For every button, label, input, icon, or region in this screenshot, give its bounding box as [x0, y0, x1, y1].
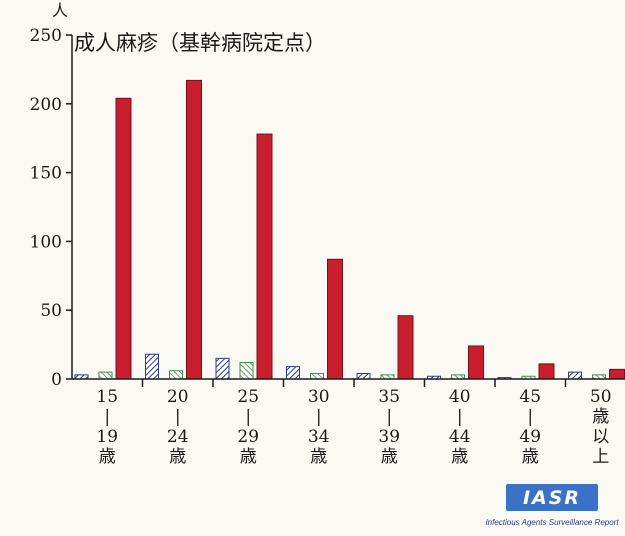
- x-category-label: 以: [592, 427, 609, 447]
- x-category-label: 歳: [169, 447, 186, 467]
- bar-solid-red: [609, 368, 625, 380]
- x-category-label: 20: [167, 387, 189, 407]
- bar-hatched-green: [98, 371, 113, 380]
- bar-solid-red: [397, 315, 414, 380]
- bar-solid-red: [115, 97, 132, 380]
- x-category-label: 25: [237, 387, 259, 407]
- bar-hatched-green: [169, 370, 183, 380]
- x-category-dash: |: [175, 407, 181, 427]
- x-axis: 15|19歳20|24歳25|29歳30|34歳35|39歳40|44歳45|4…: [72, 378, 625, 467]
- x-category-label: 45: [519, 387, 541, 407]
- x-category-label: 30: [308, 387, 330, 407]
- y-tick-label: 200: [30, 95, 62, 115]
- x-category-label: 歳: [99, 447, 116, 467]
- iasr-logo-text: IASR: [523, 487, 581, 509]
- x-category-label: 歳: [240, 447, 257, 467]
- y-tick-label: 0: [51, 370, 62, 390]
- x-category-label: 歳: [522, 447, 539, 467]
- x-category-dash: |: [527, 407, 533, 427]
- x-category-label: 15: [96, 387, 118, 407]
- bar-hatched-green: [310, 372, 324, 380]
- x-category-label: 40: [449, 387, 471, 407]
- y-tick-label: 100: [30, 232, 62, 252]
- bar-hatched-blue: [286, 366, 300, 380]
- bar-hatched-blue: [568, 371, 582, 380]
- bar-solid-red: [327, 258, 343, 380]
- x-category-label: 49: [519, 427, 541, 447]
- y-tick-label: 150: [30, 164, 62, 184]
- bar-solid-red: [186, 79, 202, 380]
- bar-solid-red: [538, 363, 555, 380]
- x-category-label: 35: [378, 387, 400, 407]
- x-category-label: 歳: [451, 447, 468, 467]
- x-category-label: 44: [449, 427, 471, 447]
- x-category-dash: |: [386, 407, 392, 427]
- x-category-dash: |: [316, 407, 322, 427]
- x-category-dash: |: [245, 407, 251, 427]
- y-tick-label: 250: [30, 26, 62, 46]
- chart-title: 成人麻疹（基幹病院定点）: [74, 31, 326, 55]
- bar-solid-red: [468, 345, 484, 380]
- iasr-logo-box: [506, 484, 598, 511]
- y-axis: 0 50 100 150 200 250: [30, 26, 73, 390]
- x-category-label: 歳: [592, 407, 609, 427]
- iasr-logo-subtitle: Infectious Agents Surveillance Report: [485, 518, 619, 527]
- iasr-logo: IASR Infectious Agents Surveillance Repo…: [485, 484, 619, 527]
- x-category-label: 34: [308, 427, 330, 447]
- x-category-label: 上: [592, 447, 609, 467]
- x-category-label: 24: [167, 427, 189, 447]
- x-category-label: 50: [590, 387, 612, 407]
- x-category-dash: |: [104, 407, 110, 427]
- bar-hatched-blue: [356, 372, 371, 380]
- bar-hatched-blue: [215, 357, 230, 380]
- bar-hatched-green: [239, 361, 254, 380]
- x-category-label: 29: [237, 427, 259, 447]
- x-category-label: 19: [96, 427, 118, 447]
- bar-solid-red: [256, 133, 273, 380]
- x-category-label: 39: [378, 427, 400, 447]
- x-category-dash: |: [457, 407, 463, 427]
- x-category-label: 歳: [310, 447, 327, 467]
- bar-hatched-blue: [145, 353, 159, 380]
- y-unit-label: 人: [52, 1, 68, 20]
- y-tick-label: 50: [40, 301, 62, 321]
- x-category-label: 歳: [381, 447, 398, 467]
- bars: [74, 79, 625, 380]
